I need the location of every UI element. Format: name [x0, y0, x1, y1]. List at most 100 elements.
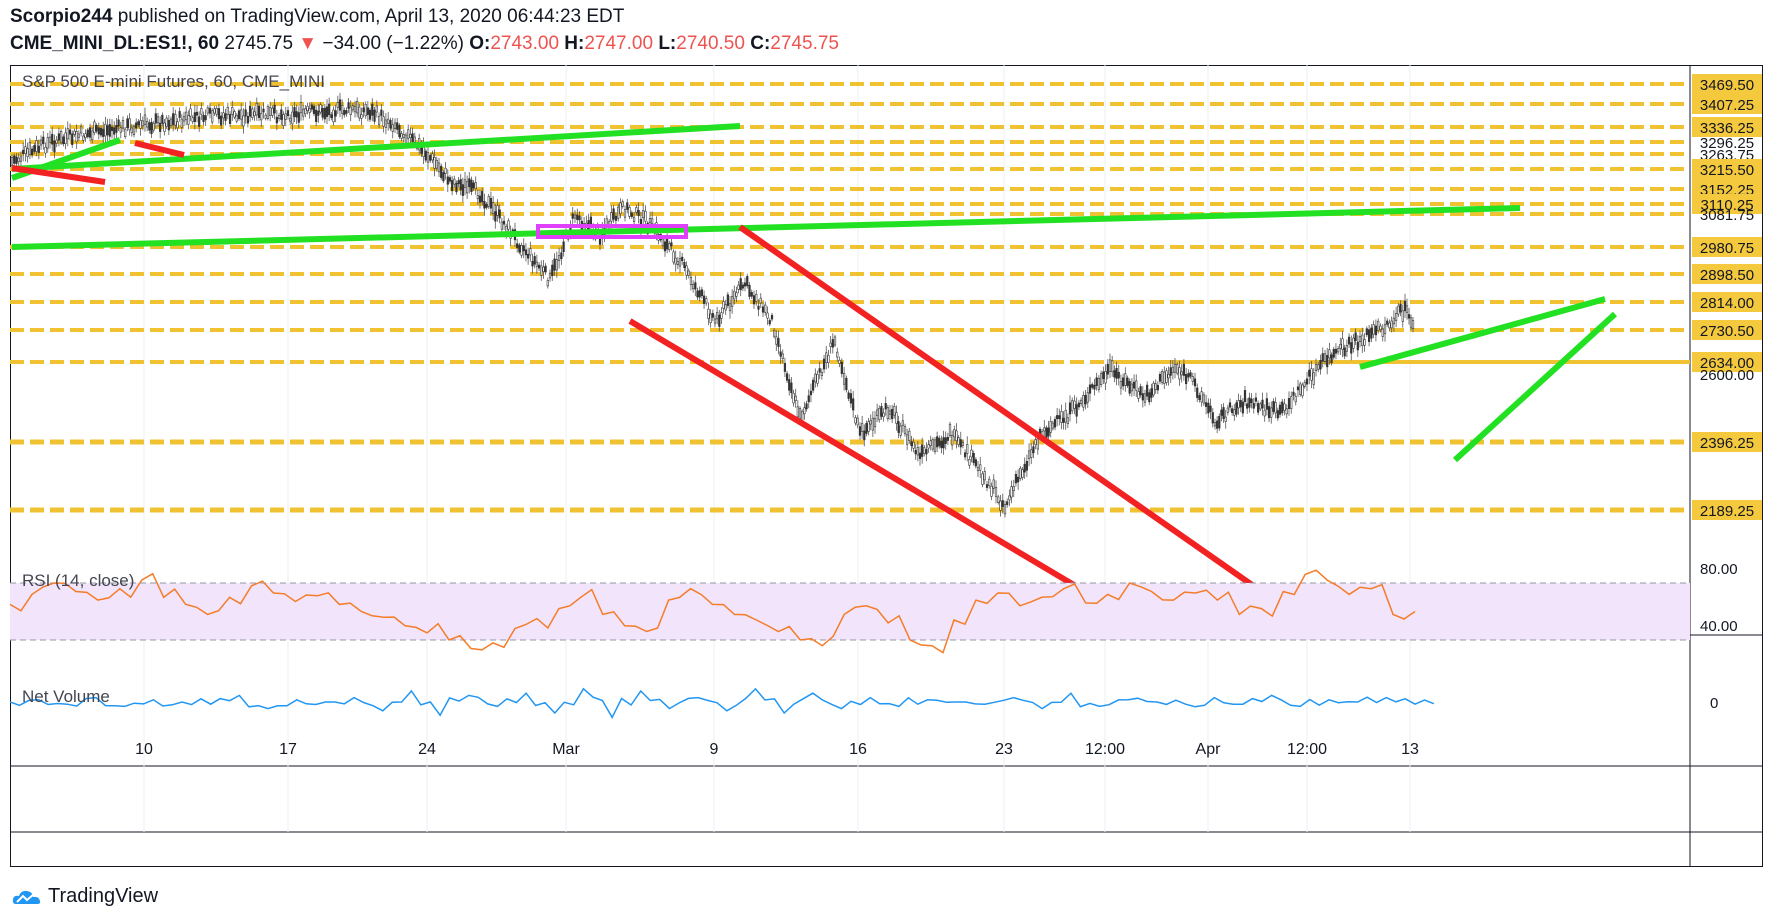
candle-body	[836, 351, 839, 358]
candle-body	[135, 122, 138, 129]
price-label-bg-5	[1692, 159, 1762, 179]
candle-body	[1285, 408, 1288, 415]
last-price: 2745.75	[224, 33, 294, 54]
time-axis-label-0: 10	[135, 741, 153, 758]
candle-body	[972, 453, 975, 464]
candle-body	[115, 125, 118, 133]
vertical-grid	[143, 65, 1411, 832]
candle-body	[224, 113, 227, 121]
candle-body	[560, 252, 563, 259]
candle-body	[360, 114, 363, 119]
candle-body	[1276, 410, 1279, 419]
candle-body	[739, 278, 742, 291]
price-label-10: 2898.50	[1700, 267, 1754, 284]
candle-body	[409, 133, 412, 138]
candle-body	[1082, 395, 1085, 408]
candle-body	[798, 408, 802, 419]
candle-body	[794, 395, 797, 401]
low-value: 2740.50	[676, 33, 745, 54]
candle-body	[893, 405, 896, 416]
candle-body	[185, 111, 188, 121]
candle-body	[775, 336, 778, 345]
candle-body	[139, 120, 142, 129]
candle-body	[666, 237, 669, 250]
candle-body	[472, 182, 475, 189]
candle-body	[429, 155, 432, 161]
chart-frame[interactable]: 3469.50 3407.25 3336.25 3296.25 3263.75 3215.…	[9, 65, 1763, 867]
candle-body	[981, 473, 984, 485]
candle-body	[1084, 395, 1087, 405]
publisher-name[interactable]: Scorpio244	[10, 6, 113, 27]
candle-body	[1021, 469, 1024, 478]
price-label-13: 2634.00	[1700, 355, 1754, 372]
rsi-line	[9, 569, 1416, 654]
candle-body	[1148, 392, 1151, 403]
candle-body	[831, 339, 834, 348]
candle-body	[694, 282, 697, 290]
candle-body	[1296, 386, 1300, 391]
candle-body	[820, 372, 823, 377]
candle-body	[1150, 388, 1153, 398]
candle-body	[446, 176, 449, 185]
candle-body	[487, 196, 490, 207]
chart-border	[10, 65, 1763, 867]
candle-body	[709, 313, 712, 324]
tradingview-brand[interactable]: TradingView	[12, 885, 158, 908]
candle-body	[1139, 386, 1142, 396]
candle-body	[364, 104, 367, 117]
candle-body	[1053, 419, 1057, 428]
candle-body	[770, 314, 774, 320]
candle-body	[1390, 320, 1393, 329]
candle-body	[1226, 407, 1229, 413]
chart-svg[interactable]: 3469.503407.253336.253296.253263.753215.…	[9, 65, 1763, 867]
candle-body	[146, 121, 149, 128]
candle-body	[918, 452, 922, 459]
green-wedge-lower	[1452, 311, 1618, 463]
candle-body	[1228, 402, 1232, 408]
candle-body	[1128, 381, 1131, 394]
candle-body	[865, 423, 868, 434]
candle-body	[141, 120, 144, 127]
candle-body	[104, 123, 107, 137]
candle-body	[304, 108, 307, 115]
candle-body	[1411, 320, 1415, 329]
price-label-16: 2189.25	[1700, 503, 1754, 520]
price-label-bg-10	[1692, 264, 1762, 284]
candle-body	[692, 284, 695, 289]
candle-body	[53, 140, 56, 153]
time-axis-labels: 10 17 24 Mar 9 16 23 12:00 Apr 12:00 13	[135, 741, 1419, 758]
candle-body	[796, 406, 799, 418]
candle-body	[494, 211, 497, 222]
red-short-line-2	[134, 140, 185, 158]
candle-body	[341, 105, 344, 114]
price-label-bg-11	[1692, 292, 1762, 312]
candle-body	[785, 373, 789, 381]
candle-body	[1354, 332, 1357, 342]
candle-body	[435, 159, 438, 169]
candle-body	[644, 210, 647, 222]
candle-body	[750, 292, 753, 297]
candle-body	[948, 423, 952, 436]
candle-body	[402, 134, 405, 138]
candle-body	[233, 111, 236, 118]
candle-body	[191, 117, 194, 122]
candle-body	[668, 243, 671, 250]
time-axis-label-10: 13	[1401, 741, 1419, 758]
candle-body	[990, 485, 993, 497]
net-volume-line	[9, 687, 1435, 719]
candle-body	[929, 440, 932, 446]
price-label-2: 3336.25	[1700, 120, 1754, 137]
candle-body	[106, 125, 109, 136]
candle-body	[931, 439, 934, 450]
candle-body	[17, 157, 20, 163]
candle-body	[459, 179, 462, 191]
candle-body	[1193, 378, 1197, 387]
candle-body	[1332, 348, 1335, 358]
time-axis-label-9: 12:00	[1287, 741, 1327, 758]
time-axis-label-3: Mar	[552, 741, 580, 758]
candle-body	[1161, 371, 1164, 383]
candle-body	[1358, 335, 1362, 342]
candle-body	[1019, 467, 1022, 479]
candle-body	[757, 305, 760, 310]
candle-body	[871, 417, 874, 431]
